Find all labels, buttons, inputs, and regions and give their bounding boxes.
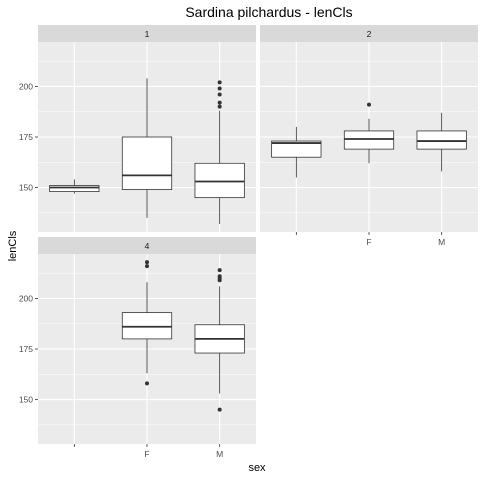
outlier-point bbox=[218, 274, 222, 278]
y-tick-label: 200 bbox=[19, 81, 33, 91]
x-tick-label: F bbox=[144, 449, 149, 459]
facet-panel-2: 2 F M bbox=[260, 25, 478, 247]
y-axis-title: lenCls bbox=[7, 230, 19, 261]
outlier-point bbox=[218, 268, 222, 272]
box-iqr bbox=[417, 131, 466, 149]
outlier-point bbox=[218, 101, 222, 105]
facet-strip-label: 1 bbox=[145, 29, 150, 39]
outlier-point bbox=[367, 103, 371, 107]
outlier-point bbox=[145, 260, 149, 264]
outlier-point bbox=[218, 80, 222, 84]
chart-title: Sardina pilchardus - lenCls bbox=[185, 4, 352, 20]
box-iqr bbox=[122, 313, 171, 339]
facet-panel-1: 1 150 175 200 bbox=[19, 25, 256, 232]
box-iqr bbox=[344, 131, 393, 149]
x-tick-label: M bbox=[216, 449, 223, 459]
y-tick-label: 150 bbox=[19, 395, 33, 405]
y-tick-label: 200 bbox=[19, 293, 33, 303]
outlier-point bbox=[218, 408, 222, 412]
x-tick-label: M bbox=[438, 237, 445, 247]
box-iqr bbox=[50, 186, 99, 192]
facet-strip-label: 2 bbox=[367, 29, 372, 39]
facet-panels: 1 150 175 200 2 F M 4 150 175 200 F M bbox=[19, 25, 478, 459]
box-iqr bbox=[122, 137, 171, 190]
outlier-point bbox=[218, 93, 222, 97]
outlier-point bbox=[145, 381, 149, 385]
y-tick-label: 175 bbox=[19, 344, 33, 354]
x-axis-title: sex bbox=[248, 462, 266, 474]
x-tick-label: F bbox=[366, 237, 371, 247]
outlier-point bbox=[218, 105, 222, 109]
outlier-point bbox=[145, 264, 149, 268]
outlier-point bbox=[218, 86, 222, 90]
facet-strip-label: 4 bbox=[145, 241, 150, 251]
y-tick-label: 150 bbox=[19, 183, 33, 193]
box-iqr bbox=[195, 163, 244, 197]
facet-panel-4: 4 150 175 200 F M bbox=[19, 237, 256, 459]
y-tick-label: 175 bbox=[19, 132, 33, 142]
